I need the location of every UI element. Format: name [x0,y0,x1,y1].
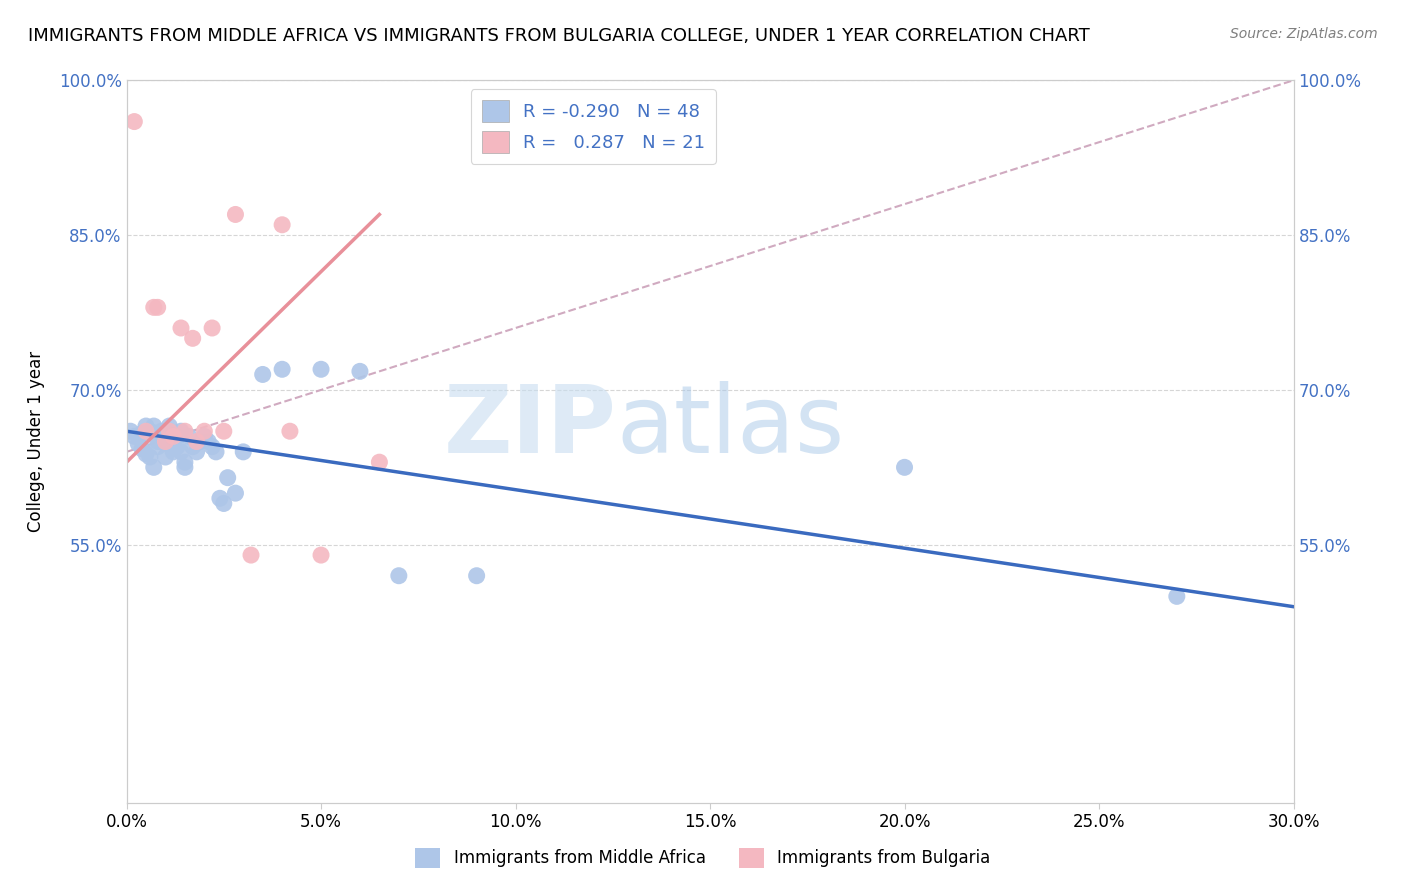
Point [252,368,274,382]
Point [170,424,193,438]
Point [131,426,153,441]
Text: atlas: atlas [617,381,845,473]
Point [232,445,254,459]
Point [208,491,231,506]
Point [224,207,246,221]
Point [181,440,204,454]
Point [177,429,200,443]
Point [162,434,184,449]
Point [240,548,263,562]
Point [193,429,215,443]
Point [186,445,208,459]
Point [127,436,149,450]
Point [197,434,219,449]
Point [368,455,391,469]
Point [139,450,162,464]
Point [135,424,157,438]
Point [166,429,188,443]
Point [155,434,177,449]
Point [135,419,157,434]
Text: IMMIGRANTS FROM MIDDLE AFRICA VS IMMIGRANTS FROM BULGARIA COLLEGE, UNDER 1 YEAR : IMMIGRANTS FROM MIDDLE AFRICA VS IMMIGRA… [28,27,1090,45]
Point [893,460,915,475]
Legend: R = -0.290   N = 48, R =   0.287   N = 21: R = -0.290 N = 48, R = 0.287 N = 21 [471,89,716,164]
Point [150,424,173,438]
Point [212,424,235,438]
Point [174,460,197,475]
Point [150,429,173,443]
Point [124,114,146,128]
Point [309,548,332,562]
Point [271,218,294,232]
Point [212,496,235,510]
Point [162,445,184,459]
Point [201,321,224,335]
Point [388,568,411,582]
Point [146,301,169,315]
Point [155,436,177,450]
Text: Source: ZipAtlas.com: Source: ZipAtlas.com [1230,27,1378,41]
Point [142,460,165,475]
Point [157,424,180,438]
Point [465,568,488,582]
Point [124,429,146,443]
Point [146,440,169,454]
Point [1166,590,1188,604]
Point [146,434,169,449]
Point [142,419,165,434]
Point [170,321,193,335]
Point [186,434,208,449]
Point [131,442,153,456]
Point [166,440,188,454]
Point [271,362,294,376]
Point [139,424,162,438]
Point [157,419,180,434]
Point [157,424,180,438]
Point [142,301,165,315]
Point [205,445,228,459]
Point [162,429,184,443]
Point [278,424,301,438]
Text: ZIP: ZIP [444,381,617,473]
Point [224,486,246,500]
Point [309,362,332,376]
Point [201,440,224,454]
Point [174,424,197,438]
Point [120,424,142,438]
Point [190,434,212,449]
Point [170,445,193,459]
Point [155,450,177,464]
Point [193,424,215,438]
Point [349,364,371,378]
Point [174,455,197,469]
Point [217,470,239,484]
Y-axis label: College, Under 1 year: College, Under 1 year [27,351,45,533]
Point [181,331,204,345]
Legend: Immigrants from Middle Africa, Immigrants from Bulgaria: Immigrants from Middle Africa, Immigrant… [409,841,997,875]
Point [135,447,157,461]
